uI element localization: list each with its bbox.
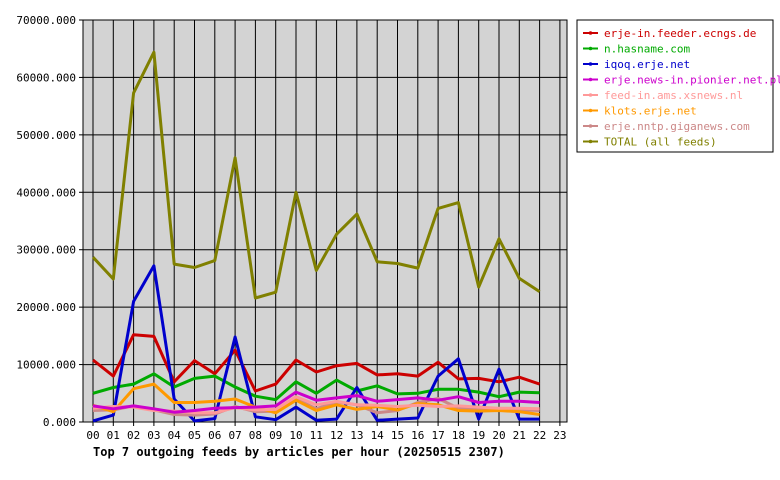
y-tick-label: 60000.000: [16, 71, 76, 84]
series-line: [92, 397, 540, 417]
x-tick-label: 08: [249, 429, 262, 442]
x-tick-label: 07: [228, 429, 241, 442]
series-line: [92, 390, 540, 414]
legend-marker: [588, 46, 593, 51]
x-tick-label: 12: [330, 429, 343, 442]
x-tick-label: 18: [452, 429, 465, 442]
x-axis-ticks: 00 01 02 03 04 05 06 07 08 09 10 11 12 13 14 15 16 17 18 19…: [86, 422, 567, 442]
legend-marker: [588, 124, 593, 128]
x-tick-label: 03: [147, 429, 160, 442]
y-tick-label: 30000.000: [16, 244, 76, 257]
y-tick-label: 0.000: [43, 416, 76, 429]
x-tick-label: 10: [289, 429, 302, 442]
x-tick-label: 13: [350, 429, 363, 442]
x-tick-label: 19: [472, 429, 485, 442]
legend-entry: feed-in.ams.xsnews.nl: [604, 89, 743, 102]
legend-entry: klots.erje.net: [604, 105, 697, 118]
x-tick-label: 15: [391, 429, 404, 442]
legend-box: [576, 19, 774, 153]
x-tick-label: 00: [86, 429, 99, 442]
chart-title: Top 7 outgoing feeds by articles per hou…: [93, 445, 505, 459]
x-tick-label: 14: [371, 429, 385, 442]
legend-entry: iqoq.erje.net: [604, 58, 690, 71]
legend-marker: [588, 108, 593, 113]
x-tick-label: 23: [553, 429, 566, 442]
x-tick-label: 09: [269, 429, 282, 442]
legend-entry: erje.news-in.pionier.net.pl: [604, 74, 780, 87]
x-tick-label: 11: [310, 429, 323, 442]
y-tick-label: 40000.000: [16, 186, 76, 199]
legend-marker: [588, 62, 593, 66]
legend: erje-in.feeder.ecngs.de n.hasname.com iqoq…: [576, 19, 780, 153]
series-line: [92, 264, 540, 423]
x-tick-label: 06: [208, 429, 221, 442]
y-tick-label: 50000.000: [16, 129, 76, 142]
y-tick-label: 10000.000: [16, 359, 76, 372]
legend-entry: erje-in.feeder.ecngs.de: [604, 27, 756, 40]
x-tick-label: 20: [492, 429, 505, 442]
series-line: [92, 372, 540, 402]
series-line: [92, 382, 540, 416]
grid: [83, 19, 567, 423]
y-tick-label: 70000.000: [16, 14, 76, 27]
x-tick-label: 04: [168, 429, 182, 442]
legend-entry: TOTAL (all feeds): [604, 136, 717, 149]
series-lines: [91, 50, 541, 423]
x-tick-label: 05: [188, 429, 201, 442]
y-axis-ticks: 0.000 10000.000 20000.000 30000.000 40000.00…: [16, 14, 83, 429]
legend-marker: [588, 93, 593, 97]
x-tick-label: 16: [411, 429, 424, 442]
legend-marker: [588, 139, 593, 144]
x-tick-label: 21: [513, 429, 526, 442]
legend-entry: n.hasname.com: [604, 43, 690, 56]
legend-marker: [588, 77, 593, 82]
x-tick-label: 01: [107, 429, 120, 442]
legend-marker: [588, 31, 593, 35]
x-tick-label: 02: [127, 429, 140, 442]
legend-entry: erje.nntp.giganews.com: [604, 120, 750, 133]
x-tick-label: 22: [533, 429, 546, 442]
x-tick-label: 17: [431, 429, 444, 442]
series-line: [91, 50, 541, 300]
y-tick-label: 20000.000: [16, 301, 76, 314]
